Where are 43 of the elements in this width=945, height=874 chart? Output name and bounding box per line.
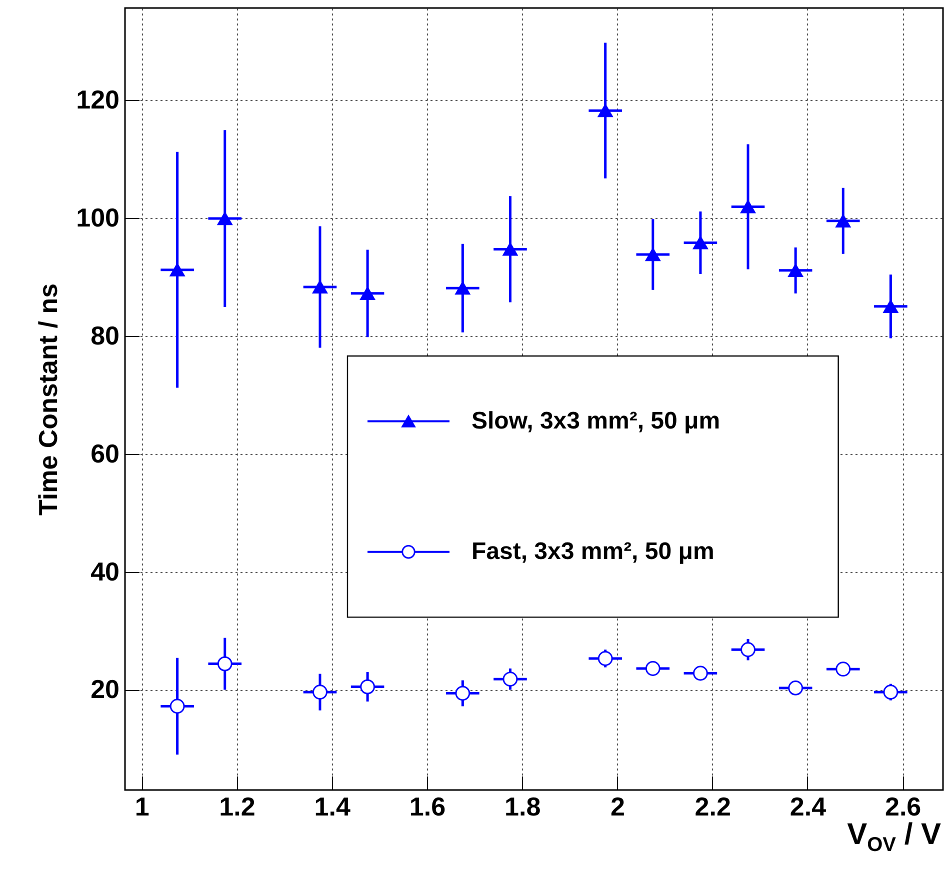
point xyxy=(598,651,613,666)
point xyxy=(692,666,708,681)
y-tick-label: 60 xyxy=(90,438,120,468)
point xyxy=(360,286,376,300)
point xyxy=(360,679,376,694)
legend-label: Fast, 3x3 mm², 50 μm xyxy=(471,538,714,565)
x-tick-label: 2.4 xyxy=(790,792,827,822)
point xyxy=(217,656,232,672)
point xyxy=(455,282,470,295)
point xyxy=(692,236,708,250)
point xyxy=(645,661,660,676)
point xyxy=(170,263,185,276)
x-tick-label: 1 xyxy=(134,792,150,822)
point xyxy=(312,684,328,700)
point xyxy=(836,214,851,228)
point xyxy=(598,104,613,118)
y-tick-label: 20 xyxy=(90,674,120,704)
point xyxy=(170,698,185,714)
point xyxy=(502,672,518,687)
x-tick-label: 2.2 xyxy=(694,792,731,822)
point xyxy=(883,684,898,700)
point xyxy=(312,280,328,294)
x-tick-label: 1.2 xyxy=(219,792,256,822)
y-tick-label: 40 xyxy=(90,556,120,586)
point xyxy=(455,686,470,701)
legend-label: Slow, 3x3 mm², 50 μm xyxy=(471,407,720,434)
x-tick-label: 1.8 xyxy=(504,792,541,822)
point xyxy=(217,212,232,226)
point xyxy=(883,300,898,313)
point xyxy=(788,680,804,696)
y-axis-title: Time Constant / ns xyxy=(33,283,64,516)
x-tick-label: 1.4 xyxy=(314,792,351,822)
point xyxy=(788,264,804,277)
point xyxy=(645,248,660,262)
point xyxy=(836,662,851,677)
point xyxy=(740,642,756,658)
y-tick-label: 80 xyxy=(90,320,120,350)
point xyxy=(740,200,756,214)
point xyxy=(502,242,518,256)
y-tick-label: 100 xyxy=(76,202,120,232)
x-tick-label: 2 xyxy=(610,792,625,822)
y-tick-label: 120 xyxy=(76,84,120,114)
x-tick-label: 1.6 xyxy=(409,792,446,822)
